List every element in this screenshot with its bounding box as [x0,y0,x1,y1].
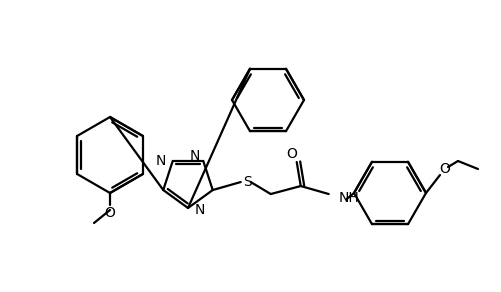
Text: NH: NH [338,191,359,205]
Text: N: N [189,149,200,163]
Text: O: O [439,162,449,176]
Text: N: N [194,203,205,217]
Text: N: N [155,154,165,168]
Text: O: O [104,206,115,220]
Text: S: S [243,175,252,189]
Text: O: O [286,147,297,161]
